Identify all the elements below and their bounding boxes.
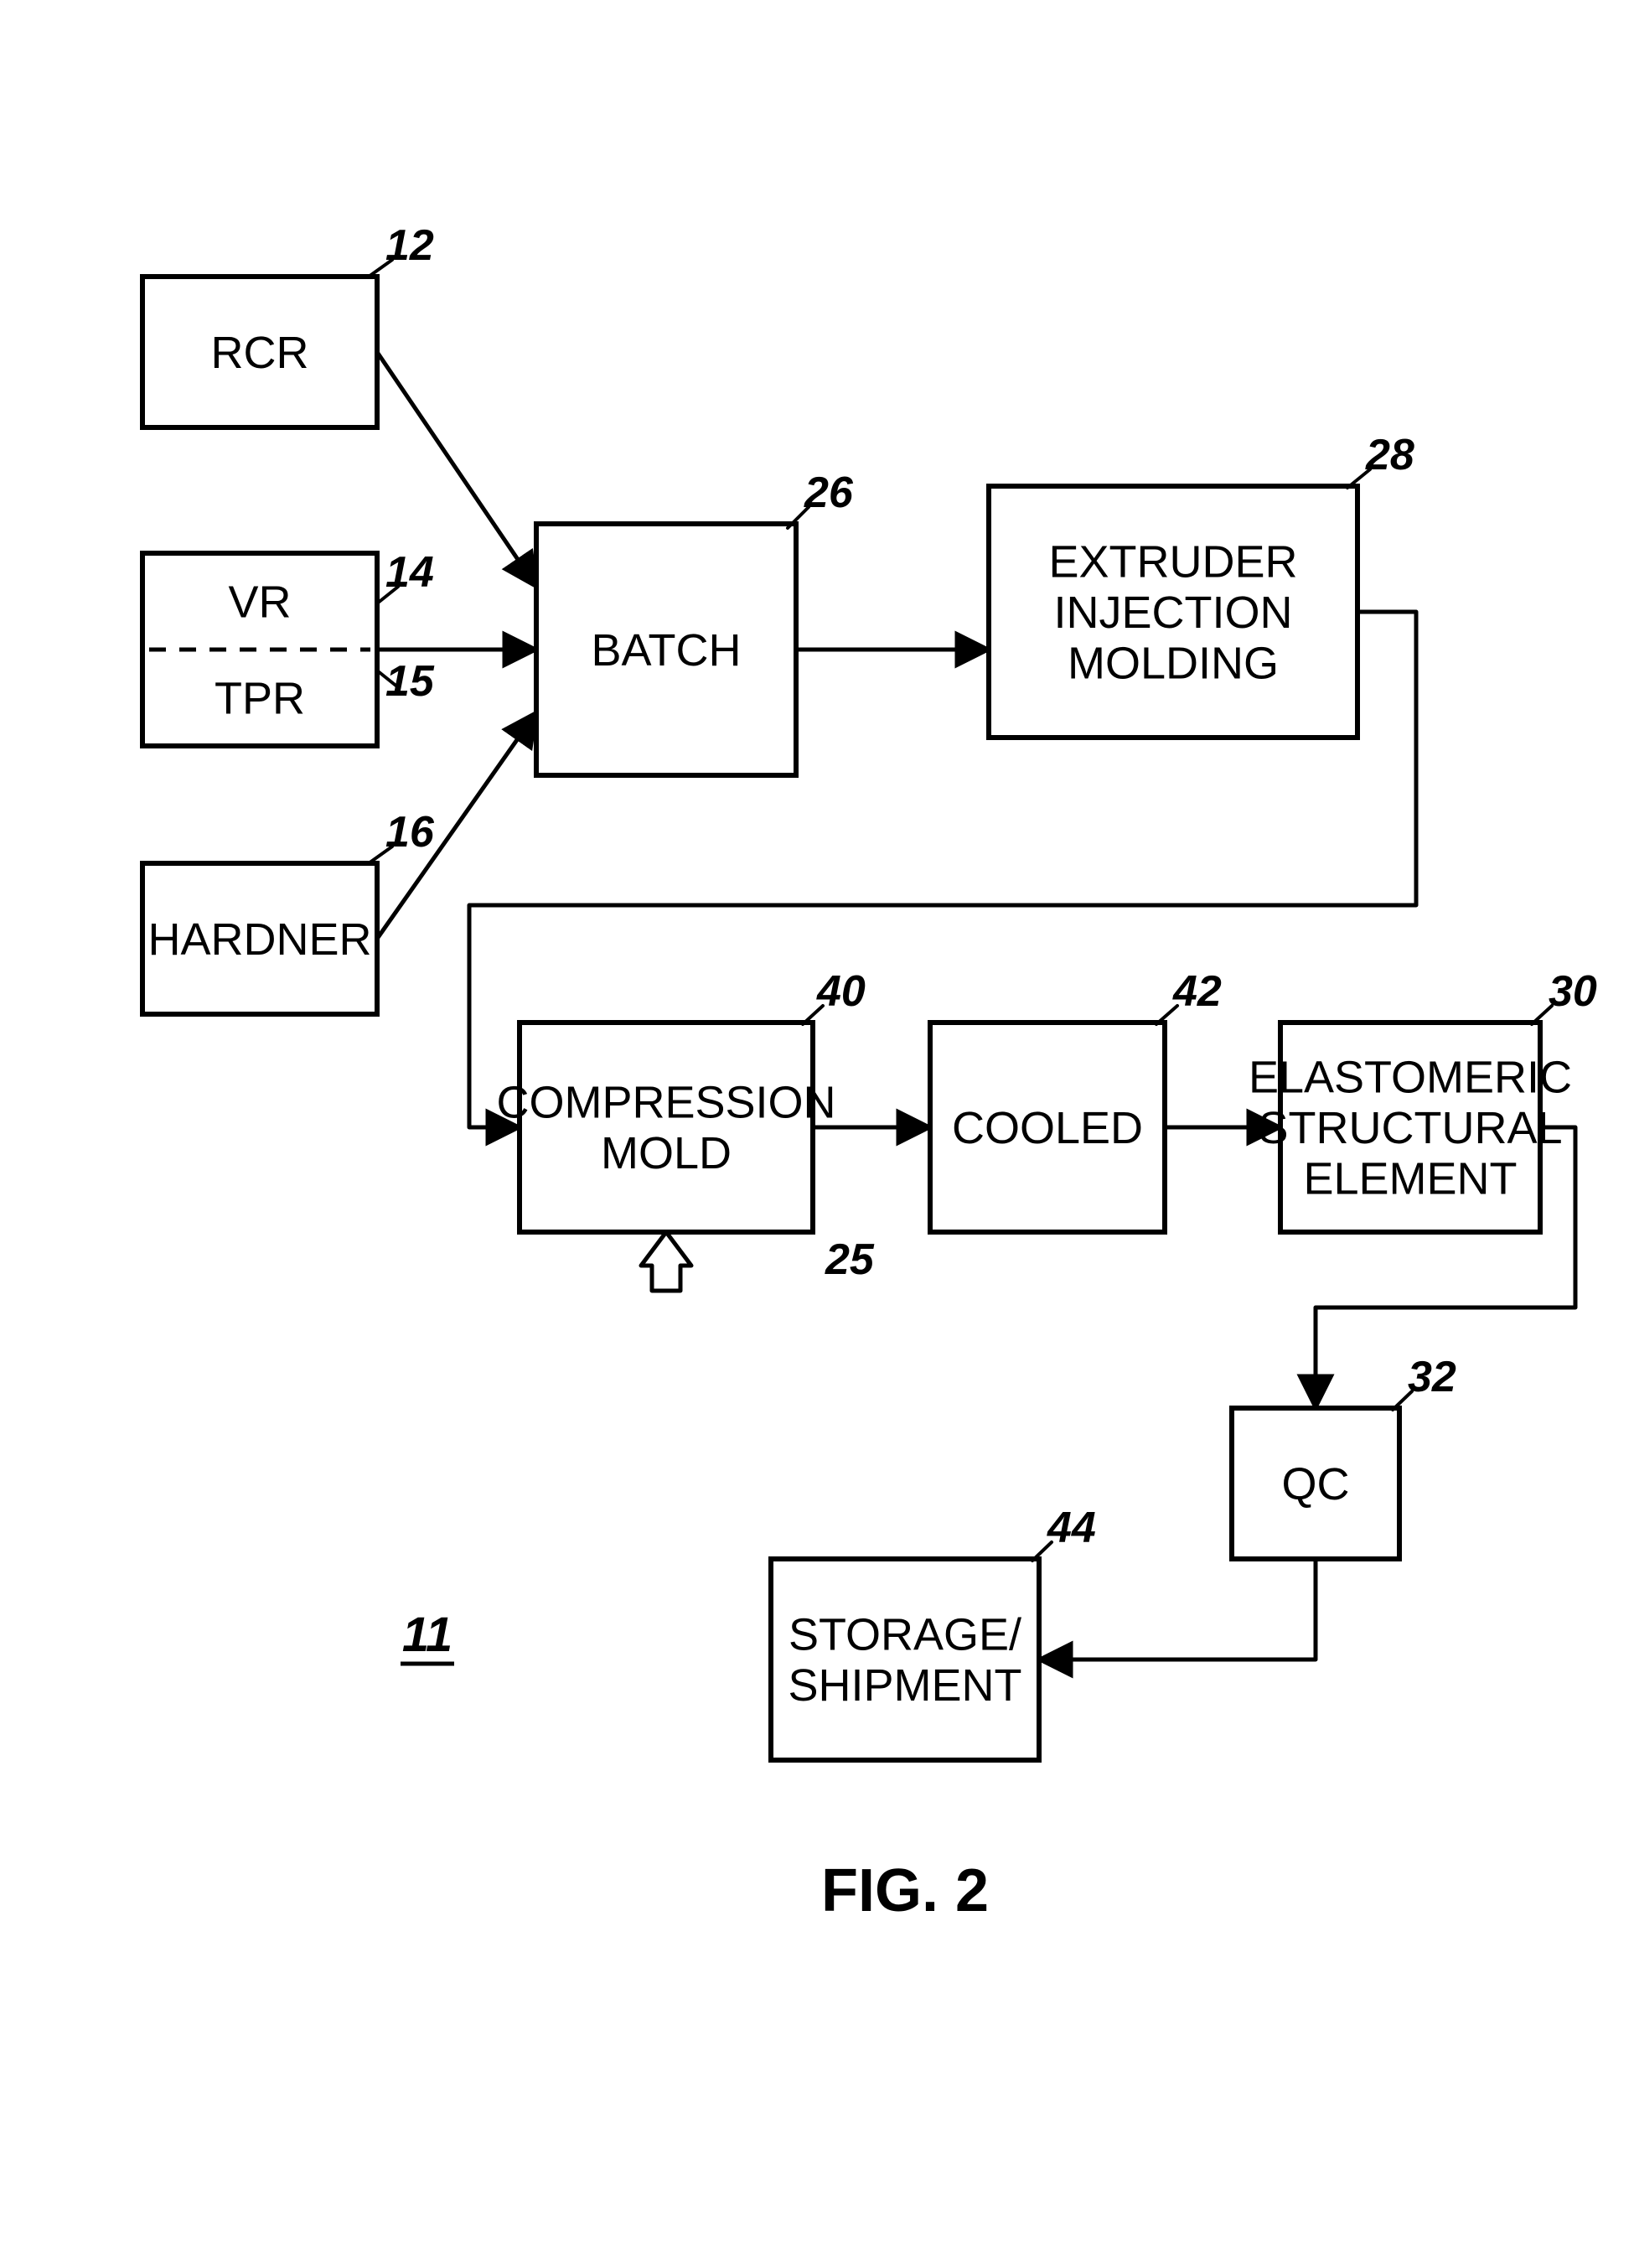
flow-edge bbox=[1039, 1559, 1316, 1660]
node-cooled: COOLED 42 bbox=[930, 967, 1222, 1232]
node-label: VR bbox=[228, 577, 291, 627]
ref-number: 44 bbox=[1047, 1504, 1096, 1552]
diagram-number: 11 bbox=[402, 1608, 452, 1662]
node-hardner: HARDNER 16 bbox=[142, 808, 435, 1014]
ref-number: 40 bbox=[816, 967, 866, 1016]
node-qc: QC 32 bbox=[1232, 1353, 1456, 1559]
node-label: COMPRESSION bbox=[496, 1078, 835, 1128]
ref-number: 42 bbox=[1172, 967, 1222, 1016]
node-label: TPR bbox=[215, 673, 305, 723]
hollow-arrow-icon bbox=[641, 1232, 691, 1291]
node-label: ELASTOMERIC bbox=[1249, 1052, 1572, 1102]
nodes: RCR 12 VR TPR 14 15 HARDNER 16 BATCH 26 EXTRUDERIN… bbox=[142, 221, 1597, 1760]
node-label: MOLD bbox=[601, 1128, 732, 1178]
extras bbox=[641, 1232, 691, 1291]
node-label: STRUCTURAL bbox=[1258, 1103, 1562, 1153]
node-extruder: EXTRUDERINJECTIONMOLDING 28 bbox=[989, 431, 1414, 738]
node-label: ELEMENT bbox=[1303, 1153, 1517, 1204]
ref-number: 30 bbox=[1549, 967, 1597, 1016]
ref-number: 16 bbox=[385, 808, 435, 857]
node-label: HARDNER bbox=[147, 914, 371, 965]
ref-number: 32 bbox=[1408, 1353, 1456, 1401]
ref-number: 26 bbox=[804, 469, 854, 517]
node-elastic: ELASTOMERICSTRUCTURALELEMENT 30 bbox=[1249, 967, 1597, 1232]
node-batch: BATCH 26 bbox=[536, 469, 854, 775]
node-label: EXTRUDER bbox=[1048, 536, 1297, 587]
node-label: COOLED bbox=[952, 1103, 1143, 1153]
ref-number: 28 bbox=[1365, 431, 1414, 479]
ref-number: 12 bbox=[385, 221, 434, 270]
node-label: STORAGE/ bbox=[789, 1610, 1021, 1660]
node-compress: COMPRESSIONMOLD 40 25 bbox=[496, 967, 874, 1284]
ref-number: 15 bbox=[385, 657, 435, 706]
process-flowchart: RCR 12 VR TPR 14 15 HARDNER 16 BATCH 26 EXTRUDERIN… bbox=[0, 0, 1634, 2268]
node-label: MOLDING bbox=[1068, 638, 1279, 688]
figure-label: FIG. 2 bbox=[821, 1857, 989, 1924]
node-storage: STORAGE/SHIPMENT 44 bbox=[771, 1504, 1096, 1760]
node-label: RCR bbox=[211, 328, 309, 378]
node-label: SHIPMENT bbox=[788, 1660, 1021, 1711]
node-label: BATCH bbox=[591, 625, 741, 676]
ref-number: 25 bbox=[825, 1235, 875, 1284]
node-vr_tpr: VR TPR 14 15 bbox=[142, 548, 435, 746]
node-label: INJECTION bbox=[1053, 588, 1292, 638]
node-label: QC bbox=[1282, 1459, 1350, 1509]
ref-number: 14 bbox=[385, 548, 434, 597]
node-rcr: RCR 12 bbox=[142, 221, 434, 427]
